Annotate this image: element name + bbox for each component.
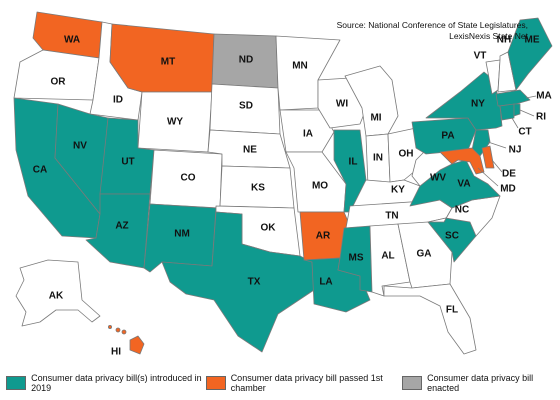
legend-swatch-enacted: [402, 376, 423, 390]
label-OR: OR: [51, 77, 67, 88]
label-ID: ID: [113, 95, 123, 106]
label-RI: RI: [536, 112, 546, 123]
label-NY: NY: [471, 99, 485, 110]
source-line-1: Source: National Conference of State Leg…: [336, 20, 528, 30]
legend-swatch-introduced: [6, 376, 27, 390]
label-MT: MT: [161, 57, 175, 68]
label-CO: CO: [181, 173, 196, 184]
label-NC: NC: [455, 205, 469, 216]
label-FL: FL: [446, 305, 458, 316]
state-HI-islet-1: [115, 327, 121, 333]
state-HI-islet-2: [121, 329, 127, 335]
state-NY: [425, 71, 503, 131]
label-OH: OH: [399, 149, 414, 160]
leader-CT: [511, 117, 519, 129]
label-WI: WI: [336, 99, 348, 110]
label-WY: WY: [167, 117, 183, 128]
label-ME: ME: [525, 35, 540, 46]
legend: Consumer data privacy bill(s) introduced…: [6, 372, 554, 394]
leader-DE: [491, 159, 503, 173]
label-DE: DE: [502, 169, 516, 180]
label-AR: AR: [316, 231, 331, 242]
state-NH: [497, 51, 517, 93]
label-PA: PA: [441, 131, 454, 142]
label-NJ: NJ: [509, 145, 522, 156]
state-DE: [481, 145, 495, 169]
label-AZ: AZ: [115, 221, 128, 232]
legend-item-introduced: Consumer data privacy bill(s) introduced…: [6, 373, 206, 393]
state-RI: [513, 103, 521, 117]
label-TN: TN: [385, 211, 398, 222]
leader-RI: [519, 109, 535, 117]
legend-item-passed: Consumer data privacy bill passed 1st ch…: [205, 373, 402, 393]
state-IL: [333, 129, 367, 213]
label-NV: NV: [73, 141, 87, 152]
label-MO: MO: [312, 181, 328, 192]
label-NE: NE: [243, 145, 257, 156]
label-KY: KY: [391, 185, 405, 196]
state-MA: [495, 89, 531, 107]
label-MI: MI: [370, 113, 381, 124]
state-FL: [383, 283, 477, 355]
legend-swatch-passed: [205, 376, 226, 390]
label-AL: AL: [381, 251, 394, 262]
label-MS: MS: [349, 253, 364, 264]
legend-item-enacted: Consumer data privacy bill enacted: [402, 373, 554, 393]
state-OR: [13, 49, 100, 101]
label-SD: SD: [239, 101, 253, 112]
label-TX: TX: [248, 277, 261, 288]
legend-label-passed: Consumer data privacy bill passed 1st ch…: [230, 373, 383, 393]
state-ME: [507, 17, 553, 91]
state-TX: [161, 211, 315, 353]
label-IL: IL: [349, 157, 358, 168]
state-AK: [15, 259, 101, 327]
leader-MA: [525, 95, 537, 99]
label-CT: CT: [518, 127, 531, 138]
state-AZ: [85, 193, 151, 269]
legend-label-introduced: Consumer data privacy bill(s) introduced…: [31, 373, 202, 393]
state-CT: [499, 103, 515, 121]
label-IA: IA: [303, 129, 313, 140]
label-VT: VT: [474, 51, 487, 62]
label-MA: MA: [536, 91, 552, 102]
state-IA: [279, 109, 335, 153]
label-VA: VA: [457, 179, 470, 190]
state-MI: [344, 65, 399, 137]
label-UT: UT: [121, 157, 134, 168]
leader-NJ: [487, 141, 507, 149]
label-MD: MD: [500, 184, 516, 195]
label-SC: SC: [445, 231, 459, 242]
state-HI: [129, 335, 145, 355]
us-map: WA OR CA ID NV MT WY UT AZ CO NM ND SD N…: [13, 11, 553, 358]
label-WV: WV: [430, 173, 446, 184]
source-line-2: LexisNexis State Net: [449, 31, 528, 41]
state-MD: [439, 147, 485, 175]
label-GA: GA: [417, 249, 432, 260]
label-OK: OK: [261, 223, 277, 234]
label-MN: MN: [292, 61, 308, 72]
legend-label-enacted: Consumer data privacy bill enacted: [427, 373, 534, 393]
label-NH: NH: [497, 35, 511, 46]
label-ND: ND: [239, 55, 253, 66]
label-LA: LA: [319, 277, 332, 288]
label-IN: IN: [373, 153, 383, 164]
label-CA: CA: [33, 165, 47, 176]
label-KS: KS: [251, 183, 265, 194]
label-AK: AK: [49, 291, 64, 302]
label-NM: NM: [174, 229, 190, 240]
leader-MD: [477, 167, 499, 187]
label-HI: HI: [111, 347, 121, 358]
source-note: Source: National Conference of State Leg…: [337, 20, 528, 42]
label-WA: WA: [64, 35, 80, 46]
state-HI-islet-3: [108, 324, 113, 329]
